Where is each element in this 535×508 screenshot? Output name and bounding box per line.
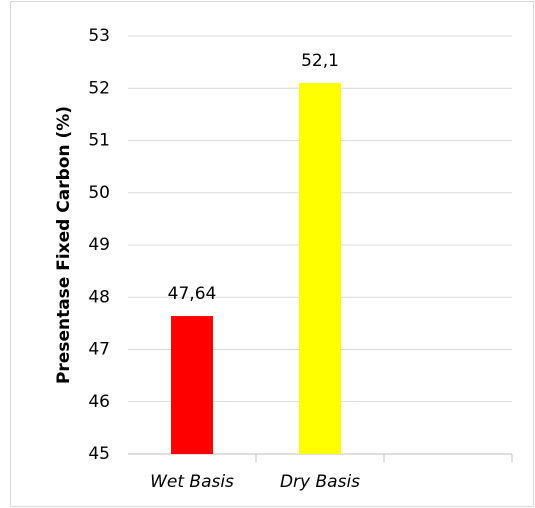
data-label: 52,1 [301,51,339,71]
y-tick-label: 49 [88,235,110,255]
bar [299,83,341,455]
y-tick-label: 48 [88,287,110,307]
bar [171,316,213,454]
x-tick-label: Dry Basis [280,472,360,492]
y-axis-label: Presentase Fixed Carbon (%) [54,106,74,384]
y-tick-label: 46 [88,392,110,412]
chart-border [10,1,534,507]
y-tick-label: 45 [88,444,110,464]
data-label: 47,64 [168,284,217,304]
x-tick-label: Wet Basis [150,472,234,492]
y-tick-label: 50 [88,183,110,203]
y-tick-label: 52 [88,78,110,98]
y-tick-label: 47 [88,340,110,360]
y-tick-label: 53 [88,26,110,46]
y-tick-label: 51 [88,131,110,151]
